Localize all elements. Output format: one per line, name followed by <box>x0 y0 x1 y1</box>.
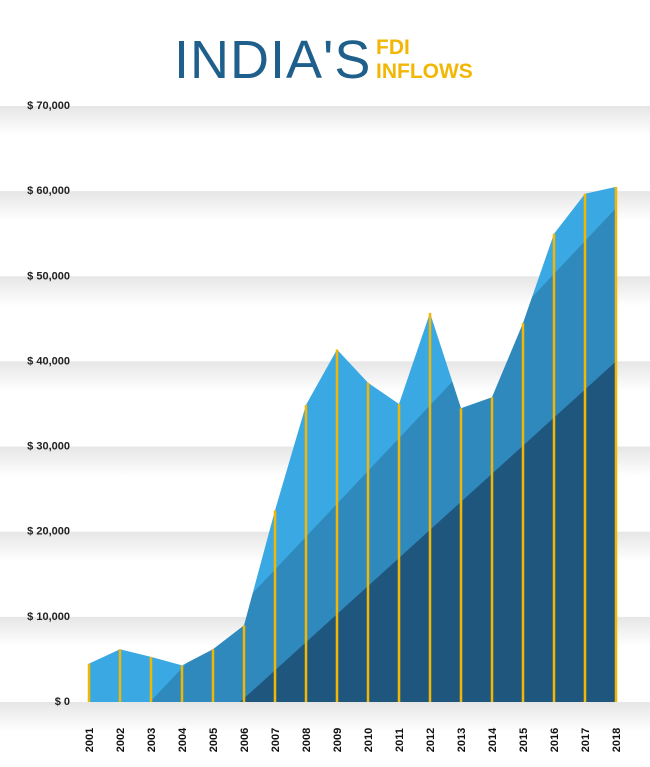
y-tick-label: $ 20,000 <box>27 526 70 538</box>
y-tick-label: $ 70,000 <box>27 100 70 112</box>
x-tick-label: 2005 <box>208 728 220 752</box>
x-tick-label: 2017 <box>580 728 592 752</box>
title-sub: FDI INFLOWS <box>376 36 473 84</box>
title-sub-line1: FDI <box>376 36 410 59</box>
x-tick-label: 2004 <box>177 727 189 752</box>
x-tick-label: 2012 <box>425 728 437 752</box>
y-tick-label: $ 30,000 <box>27 441 70 453</box>
x-tick-label: 2016 <box>549 728 561 752</box>
y-tick-label: $ 60,000 <box>27 185 70 197</box>
x-tick-label: 2018 <box>611 728 623 752</box>
y-tick-label: $ 0 <box>55 696 70 708</box>
x-tick-label: 2003 <box>146 728 158 752</box>
x-tick-label: 2011 <box>394 728 406 752</box>
x-tick-label: 2014 <box>487 727 499 752</box>
chart-title: INDIA'S FDI INFLOWS <box>0 0 650 100</box>
x-tick-label: 2015 <box>518 728 530 752</box>
y-tick-label: $ 10,000 <box>27 611 70 623</box>
x-tick-label: 2010 <box>363 728 375 752</box>
x-tick-label: 2013 <box>456 728 468 752</box>
x-tick-label: 2002 <box>115 728 127 752</box>
y-axis: $ 0 $ 10,000 $ 20,000 $ 30,000 $ 40,000 $ 50,… <box>27 100 70 708</box>
y-tick-label: $ 50,000 <box>27 270 70 282</box>
area-shade-soft <box>150 208 616 702</box>
x-tick-label: 2007 <box>270 728 282 752</box>
x-tick-label: 2001 <box>84 728 96 752</box>
y-tick-label: $ 40,000 <box>27 355 70 367</box>
title-sub-line2: INFLOWS <box>376 60 473 83</box>
year-lines <box>87 186 618 702</box>
grid-band <box>0 191 650 222</box>
x-axis: 2001 2002 2003 2004 2005 2006 2007 2008 2009 2010… <box>84 727 623 752</box>
grid-band <box>0 702 650 732</box>
x-tick-label: 2006 <box>239 728 251 752</box>
grid-band <box>0 106 650 136</box>
x-tick-label: 2009 <box>332 728 344 752</box>
title-main: INDIA'S <box>174 30 372 90</box>
x-tick-label: 2008 <box>301 728 313 752</box>
